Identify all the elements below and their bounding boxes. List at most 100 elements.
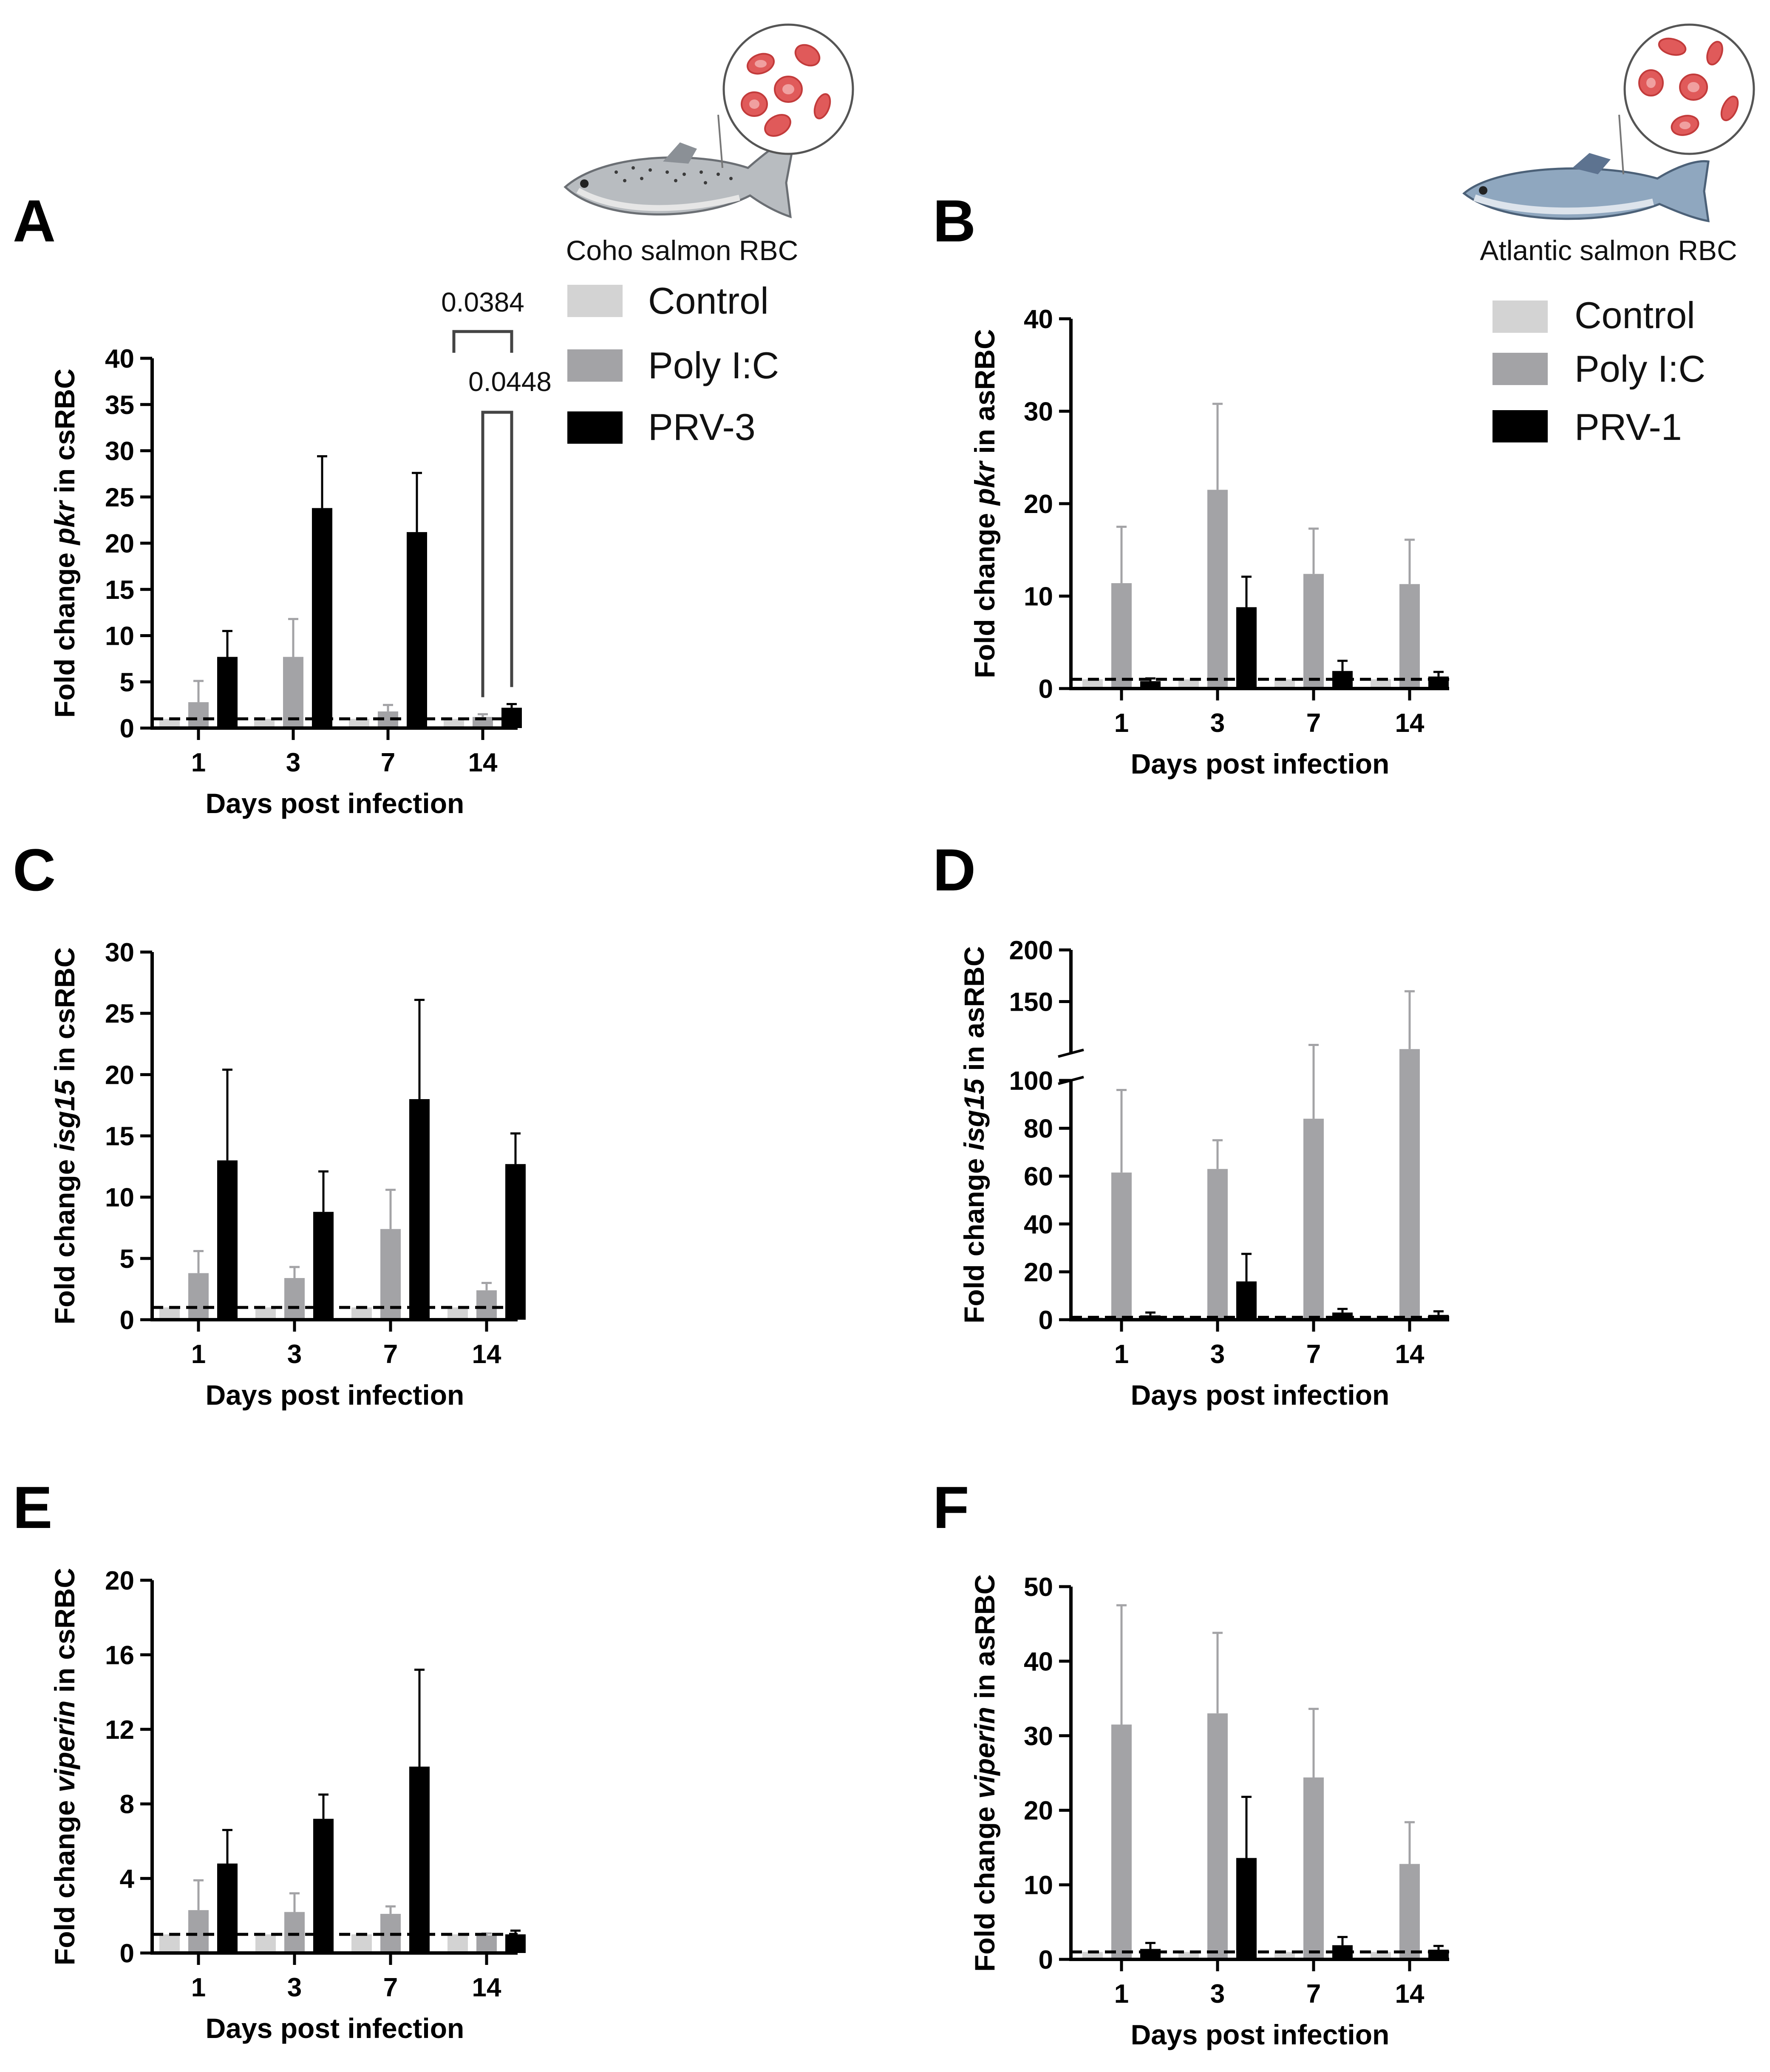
panel-letter-f: F bbox=[933, 1474, 969, 1541]
y-tick-label: 30 bbox=[1024, 397, 1053, 427]
red-blood-cells-illustration-atlantic bbox=[1623, 23, 1755, 155]
panel-letter-a: A bbox=[13, 187, 56, 254]
x-tick-label: 3 bbox=[1210, 1340, 1225, 1369]
y-tick-label: 60 bbox=[1024, 1162, 1053, 1191]
bar-b-prv1-day3 bbox=[1236, 607, 1257, 689]
x-axis-label: Days post infection bbox=[1131, 748, 1390, 779]
bar-a-prv3-day3 bbox=[312, 508, 332, 728]
y-tick-label: 10 bbox=[1024, 1871, 1053, 1900]
y-axis-label-gene: pkr bbox=[969, 460, 1000, 506]
bar-e-polyic-day1 bbox=[188, 1910, 209, 1953]
y-tick-label: 30 bbox=[1024, 1722, 1053, 1751]
legend-label-prv3: PRV-3 bbox=[648, 406, 756, 448]
coho-caption: Coho salmon RBC bbox=[566, 235, 799, 266]
bar-c-prv3-day1 bbox=[217, 1160, 238, 1320]
bar-c-prv3-day14 bbox=[505, 1164, 526, 1320]
x-tick-label: 1 bbox=[1114, 709, 1129, 738]
y-tick-label: 25 bbox=[105, 999, 134, 1029]
x-tick-label: 3 bbox=[1210, 1979, 1225, 2009]
y-axis-label-suffix: in csRBC bbox=[49, 947, 80, 1080]
y-tick-label: 10 bbox=[105, 1183, 134, 1213]
bar-a-prv3-day7 bbox=[407, 532, 427, 728]
legend-swatch-polyic bbox=[567, 349, 623, 382]
y-axis-label-gene: viperin bbox=[49, 1701, 80, 1792]
bar-d-polyic-day3 bbox=[1207, 1169, 1228, 1320]
y-tick-label: 30 bbox=[105, 938, 134, 967]
bar-c-prv3-day7 bbox=[409, 1099, 430, 1320]
bar-a-control-day3 bbox=[254, 719, 275, 728]
red-blood-cells-illustration-coho bbox=[722, 23, 854, 155]
y-axis-label-suffix: in csRBC bbox=[49, 368, 80, 501]
bar-e-polyic-day14 bbox=[476, 1935, 497, 1953]
bar-f-prv1-day3 bbox=[1236, 1858, 1257, 1959]
bar-e-control-day3 bbox=[255, 1934, 276, 1953]
y-axis-label: Fold change pkr in csRBC bbox=[49, 368, 80, 717]
x-tick-label: 7 bbox=[381, 748, 395, 777]
x-tick-label: 7 bbox=[1306, 1340, 1321, 1369]
y-axis-label-prefix: Fold change bbox=[969, 1799, 1000, 1972]
bar-e-prv3-day14 bbox=[505, 1934, 526, 1953]
bar-a-polyic-day3 bbox=[283, 657, 303, 728]
legend-swatch-control bbox=[567, 285, 623, 317]
bar-e-prv3-day3 bbox=[313, 1819, 334, 1953]
significance-bracket bbox=[452, 330, 513, 353]
y-tick-label: 0 bbox=[120, 1306, 134, 1335]
y-tick-label: 5 bbox=[120, 1244, 134, 1274]
legend-atlantic: Control Poly I:C PRV-1 bbox=[1492, 294, 1705, 448]
y-tick-label: 0 bbox=[1039, 1945, 1053, 1975]
y-tick-label: 15 bbox=[105, 575, 134, 605]
x-tick-label: 7 bbox=[383, 1340, 398, 1369]
bar-e-prv3-day1 bbox=[217, 1863, 238, 1953]
legend-label-polyic: Poly I:C bbox=[1575, 348, 1705, 390]
bar-e-control-day7 bbox=[351, 1934, 372, 1953]
legend-swatch-control bbox=[1492, 300, 1548, 333]
x-axis-label: Days post infection bbox=[206, 788, 464, 819]
y-tick-label: 30 bbox=[105, 437, 134, 466]
x-axis-label: Days post infection bbox=[206, 1379, 464, 1411]
bar-f-polyic-day14 bbox=[1399, 1864, 1420, 1959]
bar-f-control-day3 bbox=[1178, 1952, 1199, 1959]
bar-a-polyic-day1 bbox=[188, 702, 209, 728]
y-tick-label: 0 bbox=[120, 714, 134, 743]
bar-d-prv1-day1 bbox=[1140, 1315, 1161, 1320]
bar-f-polyic-day3 bbox=[1207, 1713, 1228, 1959]
bar-c-control-day7 bbox=[351, 1307, 372, 1320]
bar-a-prv3-day1 bbox=[217, 657, 238, 728]
y-axis-label-suffix: in csRBC bbox=[49, 1568, 80, 1701]
bar-f-polyic-day7 bbox=[1303, 1777, 1324, 1959]
y-axis-label-prefix: Fold change bbox=[958, 1151, 990, 1324]
y-axis-label-gene: viperin bbox=[969, 1707, 1000, 1799]
y-tick-label: 35 bbox=[105, 391, 134, 420]
bar-a-control-day1 bbox=[159, 719, 180, 728]
y-axis-label-prefix: Fold change bbox=[969, 505, 1000, 678]
coho-salmon-illustration bbox=[564, 114, 794, 218]
y-axis-label: Fold change isg15 in csRBC bbox=[49, 947, 80, 1325]
legend-label-polyic: Poly I:C bbox=[648, 344, 779, 386]
bar-c-control-day14 bbox=[447, 1307, 468, 1320]
bar-d-polyic-day14 bbox=[1399, 1049, 1420, 1320]
atlantic-salmon-illustration bbox=[1462, 114, 1710, 223]
bar-c-polyic-day3 bbox=[284, 1278, 305, 1320]
x-tick-label: 7 bbox=[383, 1973, 398, 2002]
x-axis-label: Days post infection bbox=[1131, 2019, 1390, 2050]
y-tick-label: 40 bbox=[1024, 305, 1053, 334]
x-tick-label: 14 bbox=[468, 748, 498, 777]
panel-letter-b: B bbox=[933, 187, 976, 254]
y-axis-label-suffix: in asRBC bbox=[969, 1574, 1000, 1707]
x-tick-label: 14 bbox=[472, 1973, 501, 2002]
y-axis-label-gene: isg15 bbox=[958, 1078, 990, 1151]
x-tick-label: 1 bbox=[1114, 1340, 1129, 1369]
bar-b-polyic-day1 bbox=[1111, 583, 1132, 689]
y-tick-label: 10 bbox=[1024, 582, 1053, 612]
bar-b-polyic-day7 bbox=[1303, 574, 1324, 689]
bar-b-control-day1 bbox=[1082, 679, 1103, 689]
x-tick-label: 1 bbox=[1114, 1979, 1129, 2009]
chart-e: 0 4 8 12 16 20 1 3 7 14 Days post infection Fold ch… bbox=[49, 1566, 526, 2044]
axis-break-mark bbox=[1058, 1049, 1084, 1058]
y-tick-label: 40 bbox=[1024, 1647, 1053, 1676]
y-tick-label: 20 bbox=[105, 1566, 134, 1596]
y-tick-label: 20 bbox=[105, 529, 134, 558]
bar-b-prv1-day1 bbox=[1140, 681, 1161, 689]
